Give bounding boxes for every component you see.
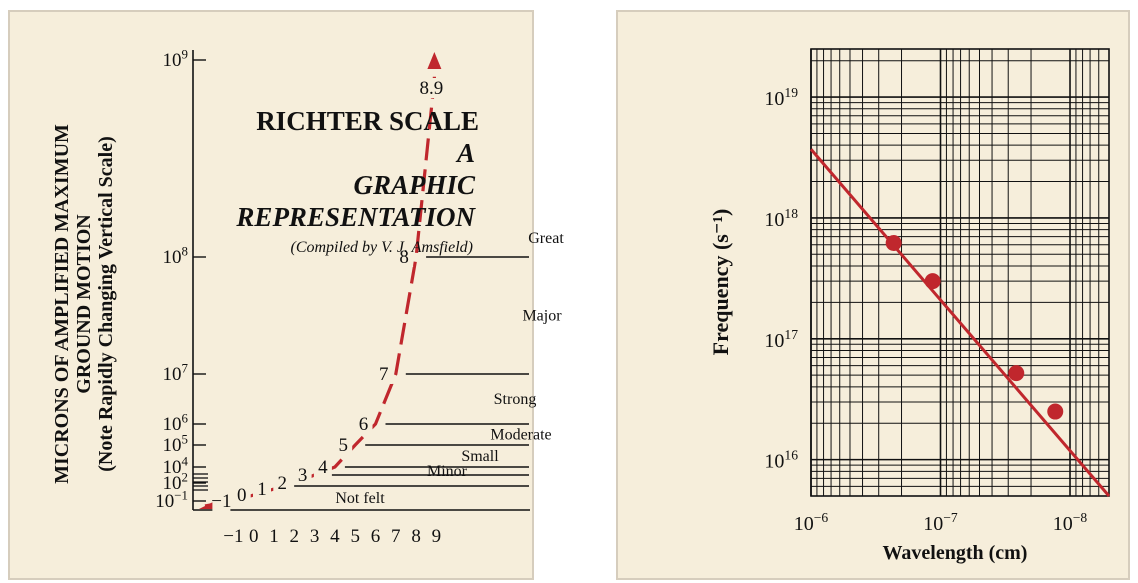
richter-point-label: 1 [257, 479, 267, 500]
frequency-y-tick-label: 1017 [764, 327, 798, 352]
frequency-x-ticks: 10−6 10−7 10−8 [794, 510, 1088, 535]
richter-y-tick-label: 108 [163, 243, 188, 268]
richter-category-label: Not felt [335, 490, 385, 507]
richter-point-label: −1 [211, 491, 231, 512]
richter-x-tick-label: 6 [371, 526, 381, 547]
richter-point-label: 4 [318, 457, 328, 478]
richter-title: RICHTER SCALE [256, 106, 479, 136]
richter-category-label: Minor [427, 463, 468, 480]
richter-point-label-bg [395, 247, 414, 267]
richter-ylabel-line-1: MICRONS OF AMPLIFIED MAXIMUM [51, 124, 73, 484]
richter-point-label-bg [313, 457, 332, 477]
frequency-points [885, 235, 1064, 420]
richter-x-tick-label: 3 [310, 526, 320, 547]
richter-chart: MICRONS OF AMPLIFIED MAXIMUM GROUND MOTI… [51, 46, 564, 547]
richter-category-label: Strong [494, 391, 537, 408]
richter-x-tick-label: 9 [432, 526, 442, 547]
frequency-chart: 1019 1018 1017 1016 10−6 10−7 10−8 Frequency … [708, 48, 1111, 564]
richter-y-tick-label: 104 [163, 453, 189, 478]
richter-y-tick-label: 109 [163, 46, 188, 71]
richter-point-label-bg [232, 485, 251, 505]
richter-ylabel-line-2: GROUND MOTION [73, 214, 95, 394]
richter-title-block: RICHTER SCALE A GRAPHIC REPRESENTATION (… [235, 106, 479, 256]
richter-y-tick-label: 107 [163, 360, 189, 385]
frequency-xlabel: Wavelength (cm) [883, 542, 1028, 564]
richter-point-label: 2 [278, 473, 288, 494]
frequency-y-tick-label: 1019 [764, 85, 798, 110]
richter-point-label: 0 [237, 485, 247, 506]
richter-point-label-bg [416, 78, 447, 98]
frequency-data-point [924, 273, 941, 290]
richter-axes [192, 50, 530, 511]
frequency-y-ticks: 1019 1018 1017 1016 [764, 85, 798, 473]
richter-y-tick-label: 102 [163, 469, 188, 494]
richter-x-tick-label: 1 [269, 526, 279, 547]
richter-x-tick-label: 4 [330, 526, 340, 547]
frequency-y-tick-label: 1018 [764, 206, 798, 231]
richter-y-tick-label: 106 [163, 410, 189, 435]
richter-x-tick-label: 5 [350, 526, 360, 547]
richter-point-label: 3 [298, 465, 308, 486]
richter-x-tick-label: 2 [290, 526, 300, 547]
richter-subtitle-line-3: REPRESENTATION [235, 202, 476, 232]
richter-curve-arrow-left [199, 501, 215, 509]
richter-subtitle-line-1: A [455, 138, 475, 168]
richter-point-label-bg [334, 435, 353, 455]
richter-point-label: 6 [359, 414, 369, 435]
frequency-panel: 1019 1018 1017 1016 10−6 10−7 10−8 Frequency … [616, 10, 1130, 580]
frequency-line [809, 148, 1111, 497]
richter-curve: −1 0 1 2 3 456 7 8 8.9 [199, 52, 447, 512]
richter-point-label-bg [212, 491, 231, 511]
frequency-data-point [1008, 365, 1025, 382]
richter-point-label: 7 [379, 364, 389, 385]
richter-point-label: 5 [338, 435, 348, 456]
richter-subtitle-line-2: GRAPHIC [353, 170, 476, 200]
richter-x-tick-label: −1 [223, 526, 243, 547]
frequency-y-tick-label: 1016 [764, 448, 798, 473]
richter-x-tick-label: 8 [411, 526, 421, 547]
richter-panel: MICRONS OF AMPLIFIED MAXIMUM GROUND MOTI… [8, 10, 564, 580]
richter-x-tick-label: 0 [249, 526, 259, 547]
richter-point-label-bg [293, 465, 312, 485]
frequency-x-tick-label: 10−8 [1053, 510, 1088, 535]
richter-point-label-bg [374, 364, 393, 384]
frequency-data-point [885, 235, 902, 252]
richter-curve-arrow-up [427, 52, 442, 69]
richter-x-ticks: −1 0 1 2 3 4 5 6 7 8 9 [223, 526, 441, 547]
richter-category-label: Great [528, 230, 564, 247]
frequency-x-tick-label: 10−7 [923, 510, 958, 535]
frequency-grid [810, 48, 1110, 497]
richter-x-tick-label: 7 [391, 526, 401, 547]
frequency-series-line [809, 148, 1111, 497]
richter-category-label: Moderate [490, 427, 551, 444]
richter-y-tick-label: 10−1 [155, 487, 188, 512]
richter-point-label: 8 [399, 247, 409, 268]
richter-ylabel-line-3: (Note Rapidly Changing Vertical Scale) [95, 136, 117, 472]
frequency-data-point [1047, 403, 1064, 420]
richter-y-tick-label: 105 [163, 431, 188, 456]
richter-credit: (Compiled by V. J. Amsfield) [291, 239, 474, 256]
richter-point-label-bg [354, 414, 373, 434]
richter-point-label: 8.9 [419, 78, 443, 99]
richter-point-label-bg [253, 479, 271, 499]
richter-category-label: Major [522, 308, 562, 325]
frequency-x-tick-label: 10−6 [794, 510, 829, 535]
richter-y-axis-label: MICRONS OF AMPLIFIED MAXIMUM GROUND MOTI… [51, 124, 117, 484]
frequency-ylabel: Frequency (s⁻¹) [708, 209, 733, 356]
richter-category-label: Small [461, 448, 499, 465]
richter-point-label-bg [273, 473, 292, 493]
